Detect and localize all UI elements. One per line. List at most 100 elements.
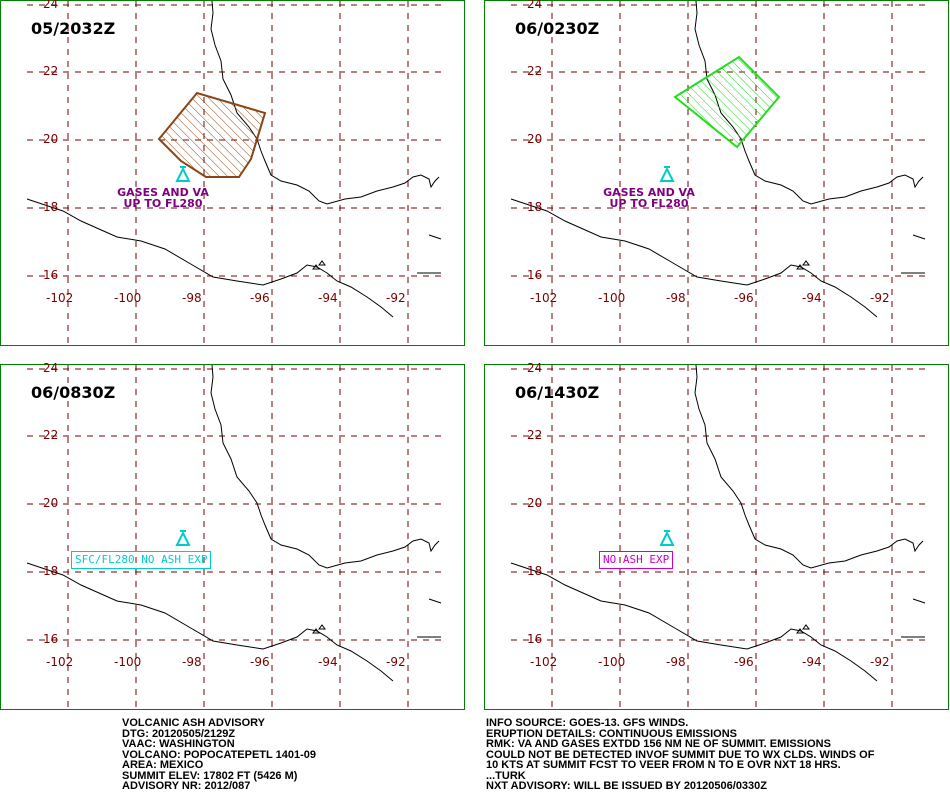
lon-label: -92 <box>870 291 890 305</box>
coast-feature <box>312 628 320 634</box>
panel-time-title: 05/2032Z <box>31 19 116 38</box>
basemap <box>510 365 926 711</box>
lat-label: 24 <box>43 361 59 375</box>
no-ash-box-label: NO ASH EXP <box>599 551 674 569</box>
coast-feature <box>312 264 320 270</box>
lon-label: -94 <box>802 291 822 305</box>
ash-label: GASES AND VA UP TO FL280 <box>113 187 213 209</box>
lat-label: 16 <box>43 632 59 646</box>
panel-time-title: 06/0230Z <box>515 19 600 38</box>
lon-label: -102 <box>46 655 74 669</box>
ash-cloud-polygon <box>673 55 781 149</box>
lon-label: -100 <box>114 655 142 669</box>
volcano-icon <box>659 166 675 182</box>
lat-label: 16 <box>527 268 543 282</box>
advisory-line: RMK: VA AND GASES EXTDD 156 NM NE OF SUM… <box>486 738 831 750</box>
lon-label: -92 <box>870 655 890 669</box>
basemap <box>26 1 442 347</box>
no-ash-box-label: SFC/FL280 NO ASH EXP <box>71 551 212 569</box>
lon-label: -92 <box>386 291 406 305</box>
lon-label: -94 <box>318 655 338 669</box>
advisory-line: COULD NOT BE DETECTED INVOF SUMMIT DUE T… <box>486 748 875 761</box>
coastline <box>210 365 440 569</box>
lon-label: -98 <box>666 655 686 669</box>
lon-label: -102 <box>530 291 558 305</box>
advisory-line: ...TURK <box>486 769 526 782</box>
advisory-line: 10 KTS AT SUMMIT FCST TO VEER FROM N TO … <box>486 759 841 771</box>
coastline <box>912 234 926 240</box>
lat-label: 20 <box>43 132 59 146</box>
lat-label: 18 <box>527 564 543 578</box>
lon-label: -96 <box>250 655 270 669</box>
panel-time-title: 06/0830Z <box>31 383 116 402</box>
lat-label: 24 <box>43 0 59 11</box>
lon-label: -100 <box>114 291 142 305</box>
ash-label-line: UP TO FL280 <box>609 197 689 210</box>
coastline <box>210 1 440 205</box>
lat-label: 20 <box>43 496 59 510</box>
advisory-line: SUMMIT ELEV: 17802 FT (5426 M) <box>122 769 298 782</box>
lon-label: -102 <box>530 655 558 669</box>
lat-label: 20 <box>527 132 543 146</box>
coast-feature <box>318 624 326 630</box>
lon-label: -94 <box>318 291 338 305</box>
lon-label: -98 <box>666 291 686 305</box>
map-panel-1: 05/2032Z 24 22 20 18 16 -102 -100 -98 -96 -94 -92 … <box>0 0 465 347</box>
advisory-line: ADVISORY NR: 2012/087 <box>122 780 251 792</box>
advisory-line: ERUPTION DETAILS: CONTINUOUS EMISSIONS <box>486 727 737 740</box>
coast-feature <box>802 260 810 266</box>
coastline <box>428 598 442 604</box>
coastline <box>694 365 924 569</box>
lat-label: 18 <box>43 200 59 214</box>
lon-label: -92 <box>386 655 406 669</box>
ash-label-line: UP TO FL280 <box>123 197 203 210</box>
panel-time-title: 06/1430Z <box>515 383 600 402</box>
lon-label: -98 <box>182 655 202 669</box>
coast-feature <box>796 628 804 634</box>
lat-label: 18 <box>527 200 543 214</box>
advisory-line: VOLCANO: POPOCATEPETL 1401-09 <box>122 748 316 761</box>
lat-label: 22 <box>527 428 543 442</box>
coastline <box>26 562 394 682</box>
volcano-icon <box>659 530 675 546</box>
lat-label: 20 <box>527 496 543 510</box>
lon-label: -96 <box>734 291 754 305</box>
basemap <box>510 1 926 347</box>
lat-label: 18 <box>43 564 59 578</box>
coast-feature <box>802 624 810 630</box>
advisory-line: VAAC: WASHINGTON <box>122 738 235 750</box>
volcano-icon <box>175 530 191 546</box>
ash-cloud-polygon <box>157 91 267 178</box>
lon-label: -94 <box>802 655 822 669</box>
volcano-icon <box>175 166 191 182</box>
coastline <box>510 562 878 682</box>
lat-label: 24 <box>527 361 543 375</box>
advisory-line: DTG: 20120505/2129Z <box>122 727 236 740</box>
coastline <box>912 598 926 604</box>
lon-label: -96 <box>250 291 270 305</box>
lat-label: 22 <box>527 64 543 78</box>
map-panel-4: 06/1430Z 24 22 20 18 16 -102 -100 -98 -96 -94 -92 … <box>484 361 949 711</box>
lon-label: -100 <box>598 655 626 669</box>
map-panel-3: 06/0830Z 24 22 20 18 16 -102 -100 -98 -96 -94 -92 … <box>0 361 465 711</box>
lon-label: -102 <box>46 291 74 305</box>
coastline <box>694 1 924 205</box>
lat-label: 24 <box>527 0 543 11</box>
advisory-line: NXT ADVISORY: WILL BE ISSUED BY 20120506… <box>486 780 768 792</box>
ash-label-line: GASES AND VA <box>603 186 695 199</box>
ash-label-line: GASES AND VA <box>117 186 209 199</box>
lat-label: 22 <box>43 428 59 442</box>
advisory-remarks-block: INFO SOURCE: GOES-13. GFS WINDS. ERUPTIO… <box>486 718 874 792</box>
map-panel-2: 06/0230Z 24 22 20 18 16 -102 -100 -98 -96 -94 -92 … <box>484 0 949 347</box>
advisory-line: VOLCANIC ASH ADVISORY <box>122 717 266 729</box>
coastline <box>428 234 442 240</box>
advisory-header-block: VOLCANIC ASH ADVISORY DTG: 20120505/2129… <box>122 718 316 792</box>
coastline <box>510 198 878 318</box>
lon-label: -96 <box>734 655 754 669</box>
lon-label: -98 <box>182 291 202 305</box>
lat-label: 16 <box>527 632 543 646</box>
advisory-line: AREA: MEXICO <box>122 759 204 771</box>
lat-label: 22 <box>43 64 59 78</box>
lon-label: -100 <box>598 291 626 305</box>
coastline <box>26 198 394 318</box>
